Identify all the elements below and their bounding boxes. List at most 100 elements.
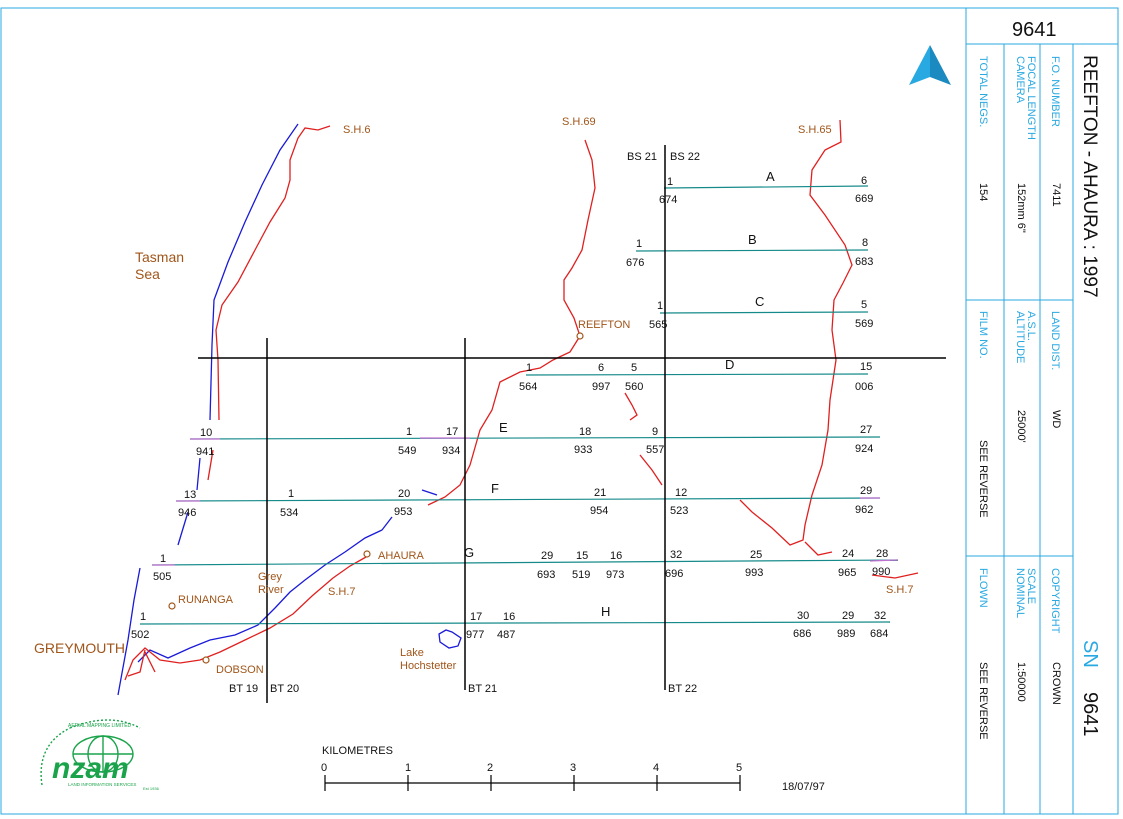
place-dobson: DOBSON (216, 664, 264, 676)
flight-run-ends (152, 437, 899, 566)
map-date: 18/07/97 (782, 781, 825, 793)
run-e-label-num: 27 (860, 424, 872, 436)
place-markers (168, 332, 584, 664)
run-g-label-num: 16 (610, 550, 622, 562)
strip-bt19: BT 19 (229, 683, 258, 695)
sn-label: SN (1079, 640, 1101, 668)
run-g-label-num: 24 (842, 548, 854, 560)
run-h-label-frame: 989 (837, 628, 855, 640)
scale-tick-label: 3 (570, 762, 576, 774)
strip-bt21: BT 21 (468, 683, 497, 695)
run-g-label-frame: 505 (153, 571, 171, 583)
altitude-value: 25000' (1015, 410, 1027, 443)
logo-est: Est 1936 (143, 786, 160, 791)
run-g-label-frame: 965 (838, 567, 856, 579)
run-c-end-frame: 569 (855, 318, 873, 330)
run-g-label-num: 32 (670, 549, 682, 561)
run-f-label-num: 20 (398, 488, 410, 500)
run-f-label-num: 21 (594, 487, 606, 499)
run-f-label-frame: 946 (178, 507, 196, 519)
place-reefton: REEFTON (578, 319, 630, 331)
run-h-label-num: 16 (503, 611, 515, 623)
run-h-label-num: 32 (874, 610, 886, 622)
info-panel: 9641 REEFTON - AHAURA : 1997 SN 9641 TOT… (966, 19, 1118, 814)
run-e-label-num: 9 (652, 426, 658, 438)
film-no-label: FILM NO. (977, 311, 989, 359)
run-g-label-num: 29 (541, 550, 553, 562)
run-g-label-frame: 993 (745, 567, 763, 579)
run-f-label-num: 13 (184, 489, 196, 501)
run-e-label-frame: 941 (196, 446, 214, 458)
run-d-label-num: 6 (598, 362, 604, 374)
run-letter-a: A (766, 169, 775, 184)
road-sh6: S.H.6 (343, 124, 371, 136)
run-b-end-frame: 683 (855, 256, 873, 268)
flown-value: SEE REVERSE (977, 662, 989, 740)
run-g-label-frame: 990 (872, 566, 890, 578)
run-a-end-num: 6 (861, 175, 867, 187)
scale-tick-label: 2 (487, 762, 493, 774)
run-g-label-frame: 973 (606, 569, 624, 581)
nominal-label-2: SCALE (1025, 568, 1037, 604)
run-h-label-num: 1 (140, 611, 146, 623)
panel-title: REEFTON - AHAURA : 1997 (1079, 55, 1100, 298)
run-h-label-frame: 686 (793, 628, 811, 640)
run-d-label-frame: 006 (855, 381, 873, 393)
road-sh7-east: S.H.7 (886, 584, 914, 596)
run-g-label-frame: 519 (572, 569, 590, 581)
place-runanga: RUNANGA (178, 594, 234, 606)
place-sea: Sea (135, 266, 160, 282)
run-letter-b: B (748, 232, 757, 247)
strip-bs21: BS 21 (627, 151, 657, 163)
run-f-label-num: 29 (860, 485, 872, 497)
run-h-label-frame: 487 (497, 629, 515, 641)
run-d-label-num: 1 (526, 362, 532, 374)
place-tasman: Tasman (135, 249, 184, 265)
run-g-label-frame: 693 (537, 569, 555, 581)
run-c-end-num: 5 (861, 299, 867, 311)
run-letter-e: E (499, 420, 508, 435)
camera-label-2: FOCAL LENGTH (1025, 56, 1037, 140)
place-greymouth: GREYMOUTH (34, 640, 125, 656)
land-dist-value: WD (1050, 410, 1062, 428)
run-f-label-frame: 954 (590, 505, 608, 517)
run-g-label-num: 25 (750, 549, 762, 561)
road-lines (124, 119, 919, 681)
north-label: N (927, 83, 933, 92)
run-e-label-frame: 934 (442, 445, 460, 457)
sheet-number: 9641 (1012, 19, 1057, 41)
nzam-logo: nzam LAND INFORMATION SERVICES AERIAL MA… (40, 719, 160, 791)
run-b-start-num: 1 (636, 238, 642, 250)
run-letter-g: G (464, 545, 474, 560)
scale-tick-label: 0 (321, 762, 327, 774)
copyright-label: COPYRIGHT (1049, 568, 1061, 634)
strip-bt22: BT 22 (668, 683, 697, 695)
camera-label-1: CAMERA (1014, 56, 1026, 104)
run-e-label-num: 18 (579, 426, 591, 438)
fo-number-label: F.O. NUMBER (1049, 56, 1061, 127)
run-a-end-frame: 669 (855, 193, 873, 205)
strip-bt20: BT 20 (270, 683, 299, 695)
run-d-label-num: 15 (860, 361, 872, 373)
fo-number-value: 7411 (1050, 183, 1062, 207)
altitude-label-1: ALTITUDE (1014, 311, 1026, 363)
place-hochstetter: Hochstetter (400, 660, 457, 672)
lake-hochstetter-shape (438, 629, 462, 649)
outer-border (0, 7, 1119, 815)
flown-label: FLOWN (977, 568, 989, 608)
run-c-start-frame: 565 (649, 319, 667, 331)
scale-tick-label: 5 (736, 762, 742, 774)
altitude-label-2: A.S.L. (1025, 311, 1037, 341)
run-f-label-frame: 523 (670, 505, 688, 517)
run-letter-c: C (755, 294, 764, 309)
scale-tick-label: 1 (405, 762, 411, 774)
copyright-value: CROWN (1050, 662, 1062, 705)
run-d-label-frame: 564 (519, 381, 537, 393)
logo-word: nzam (52, 752, 129, 785)
run-f-label-frame: 962 (855, 504, 873, 516)
run-h-label-num: 29 (842, 610, 854, 622)
block-lines (198, 145, 946, 703)
run-a-start-frame: 674 (659, 194, 677, 206)
total-negs-label: TOTAL NEGS. (977, 56, 989, 127)
